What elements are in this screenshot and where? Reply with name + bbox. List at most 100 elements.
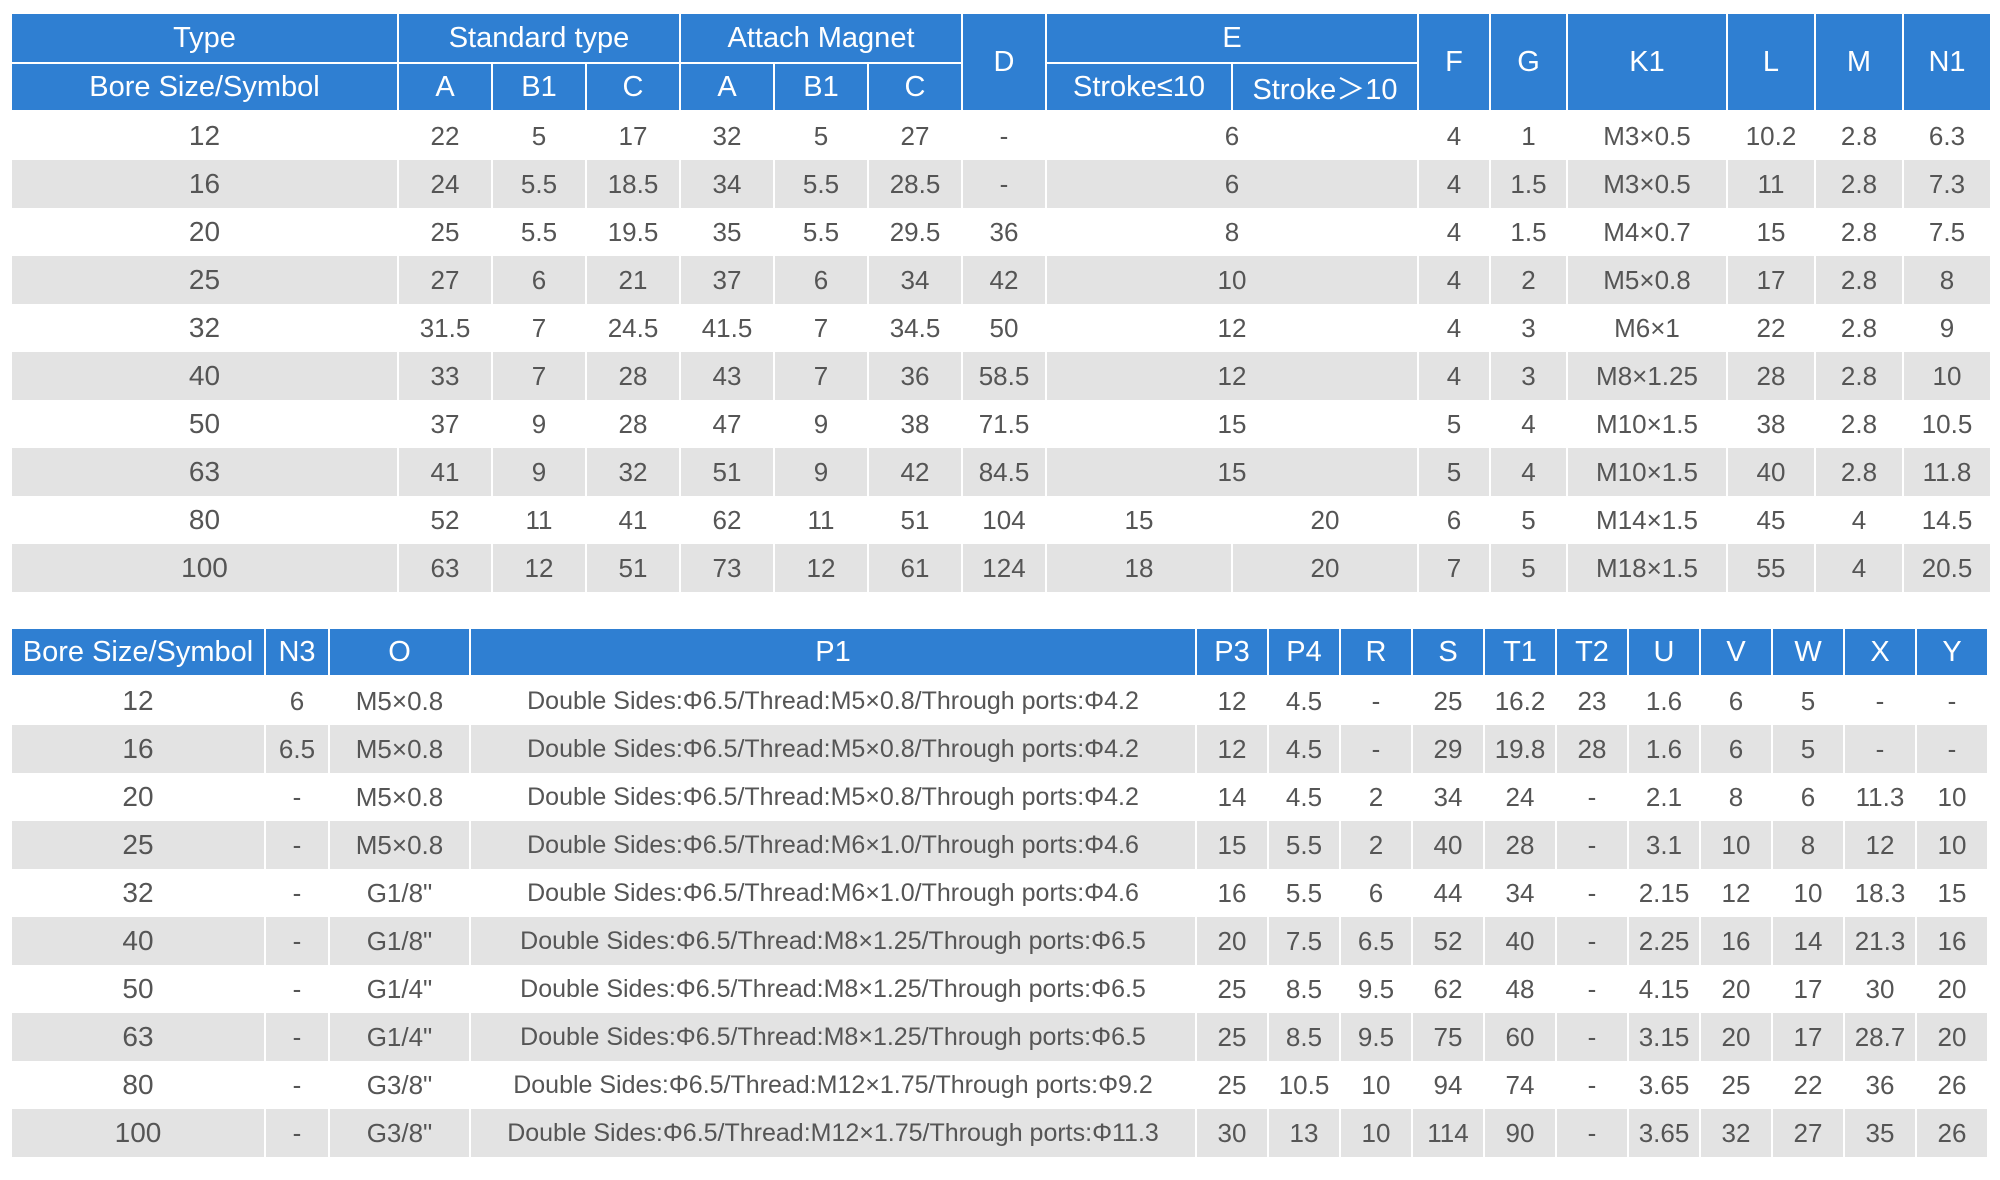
cell-d: 104 [961,496,1047,544]
cell-l: 15 [1726,208,1816,256]
cell-standard-b1: 7 [491,352,587,400]
cell-standard-a: 37 [397,400,493,448]
cell-r: 10 [1339,1061,1413,1109]
cell-t1: 28 [1483,821,1557,869]
cell-x: 12 [1843,821,1917,869]
cell-p1: Double Sides:Φ6.5/Thread:M12×1.75/Throug… [469,1109,1197,1157]
cell-magnet-c: 36 [867,352,963,400]
cell-f: 4 [1417,352,1491,400]
cell-bore-size: 25 [10,821,266,869]
cell-standard-a: 22 [397,111,493,160]
cell-m: 2.8 [1814,448,1904,496]
header-f: F [1417,12,1491,112]
cell-bore-size: 40 [10,352,399,400]
cell-magnet-a: 47 [679,400,775,448]
header-p4: P4 [1267,627,1341,677]
cell-s: 75 [1411,1013,1485,1061]
cell-g: 5 [1489,544,1568,592]
cell-standard-a: 27 [397,256,493,304]
cell-y: 20 [1915,1013,1989,1061]
cell-y: 16 [1915,917,1989,965]
cell-d: 84.5 [961,448,1047,496]
table-row: 80 52 11 41 62 11 51 104 15 20 6 5 M14×1.5 45 4 14.5 [10,496,1992,544]
cell-f: 5 [1417,400,1491,448]
cell-k1: M10×1.5 [1566,448,1728,496]
cell-magnet-c: 38 [867,400,963,448]
cell-p1: Double Sides:Φ6.5/Thread:M5×0.8/Through … [469,676,1197,725]
header-t2: T2 [1555,627,1629,677]
cell-p1: Double Sides:Φ6.5/Thread:M5×0.8/Through … [469,773,1197,821]
header-standard-a: A [397,62,493,112]
cell-magnet-b1: 5 [773,111,869,160]
table-row: 80- G3/8" Double Sides:Φ6.5/Thread:M12×1.7… [10,1061,1989,1109]
cell-m: 2.8 [1814,304,1904,352]
cell-d: - [961,111,1047,160]
table-row: 25 27 6 21 37 6 34 42 10 4 2 M5×0.8 17 2.8 8 [10,256,1992,304]
cell-bore-size: 50 [10,400,399,448]
cell-magnet-b1: 7 [773,304,869,352]
header-p3: P3 [1195,627,1269,677]
cell-r: - [1339,676,1413,725]
cell-n1: 9 [1902,304,1992,352]
cell-r: 2 [1339,821,1413,869]
dimension-table-main: Type Standard type Attach Magnet D E F G… [10,12,1992,592]
cell-f: 5 [1417,448,1491,496]
cell-standard-c: 17 [585,111,681,160]
cell-y: 10 [1915,821,1989,869]
cell-t2: - [1555,773,1629,821]
cell-standard-c: 51 [585,544,681,592]
cell-p4: 13 [1267,1109,1341,1157]
cell-x: 11.3 [1843,773,1917,821]
cell-magnet-c: 34.5 [867,304,963,352]
table-row: 40- G1/8" Double Sides:Φ6.5/Thread:M8×1.25… [10,917,1989,965]
cell-e-stroke-gt-10: 20 [1231,496,1419,544]
cell-t1: 90 [1483,1109,1557,1157]
header-s: S [1411,627,1485,677]
cell-magnet-b1: 6 [773,256,869,304]
cell-n3: - [264,1061,330,1109]
cell-k1: M14×1.5 [1566,496,1728,544]
cell-u: 2.15 [1627,869,1701,917]
cell-m: 2.8 [1814,256,1904,304]
cell-g: 3 [1489,304,1568,352]
cell-e: 6 [1045,111,1419,160]
cell-w: 17 [1771,1013,1845,1061]
cell-magnet-a: 41.5 [679,304,775,352]
cell-p4: 7.5 [1267,917,1341,965]
cell-l: 22 [1726,304,1816,352]
cell-t1: 16.2 [1483,676,1557,725]
cell-standard-a: 63 [397,544,493,592]
cell-p1: Double Sides:Φ6.5/Thread:M8×1.25/Through… [469,917,1197,965]
cell-magnet-b1: 7 [773,352,869,400]
cell-s: 94 [1411,1061,1485,1109]
cell-w: 8 [1771,821,1845,869]
cell-standard-b1: 12 [491,544,587,592]
cell-k1: M3×0.5 [1566,160,1728,208]
cell-bore-size: 12 [10,676,266,725]
cell-d: 71.5 [961,400,1047,448]
cell-e: 12 [1045,304,1419,352]
cell-r: 6 [1339,869,1413,917]
header-magnet-a: A [679,62,775,112]
header-x: X [1843,627,1917,677]
cell-magnet-b1: 9 [773,448,869,496]
cell-f: 6 [1417,496,1491,544]
cell-p4: 10.5 [1267,1061,1341,1109]
table-row: 32 31.5 7 24.5 41.5 7 34.5 50 12 4 3 M6×1 22 2.8 9 [10,304,1992,352]
cell-n1: 10.5 [1902,400,1992,448]
header-magnet-b1: B1 [773,62,869,112]
cell-d: - [961,160,1047,208]
cell-magnet-c: 61 [867,544,963,592]
cell-s: 52 [1411,917,1485,965]
cell-magnet-c: 27 [867,111,963,160]
table-row: 100- G3/8" Double Sides:Φ6.5/Thread:M12×1.… [10,1109,1989,1157]
cell-d: 42 [961,256,1047,304]
cell-p1: Double Sides:Φ6.5/Thread:M8×1.25/Through… [469,965,1197,1013]
cell-p3: 20 [1195,917,1269,965]
cell-e: 12 [1045,352,1419,400]
cell-o: M5×0.8 [328,725,471,773]
cell-bore-size: 20 [10,208,399,256]
cell-w: 17 [1771,965,1845,1013]
cell-standard-c: 41 [585,496,681,544]
cell-f: 4 [1417,304,1491,352]
